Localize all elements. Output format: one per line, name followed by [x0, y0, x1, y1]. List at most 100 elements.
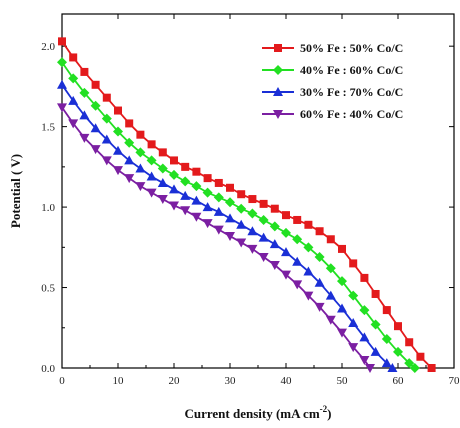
series-line	[61, 106, 371, 369]
data-point	[226, 183, 234, 192]
x-axis-title: Current density (mA cm-2)	[184, 404, 331, 421]
data-point	[325, 290, 336, 300]
data-point	[146, 171, 157, 181]
data-point	[304, 220, 313, 229]
data-point	[180, 176, 191, 187]
data-point	[236, 238, 247, 248]
data-point	[169, 169, 179, 180]
data-point	[68, 119, 79, 129]
data-point	[202, 202, 213, 212]
series-1	[58, 37, 436, 372]
data-point	[202, 219, 213, 229]
data-point	[337, 276, 347, 287]
legend-label: 30% Fe : 70% Co/C	[300, 85, 403, 99]
data-point	[325, 263, 336, 274]
legend-label: 50% Fe : 50% Co/C	[300, 41, 403, 55]
data-point	[180, 206, 191, 216]
data-point	[409, 363, 420, 373]
data-point	[146, 155, 157, 166]
data-point	[191, 181, 202, 192]
data-point	[365, 364, 375, 373]
data-point	[113, 126, 123, 137]
data-point	[124, 174, 135, 184]
data-point	[146, 188, 157, 198]
data-point	[314, 277, 325, 287]
data-point	[124, 137, 135, 148]
data-point	[79, 110, 90, 120]
data-point	[247, 226, 258, 236]
data-point	[371, 289, 380, 298]
data-point	[315, 227, 324, 236]
data-point	[370, 319, 381, 330]
data-point	[101, 156, 112, 166]
data-point	[68, 95, 79, 105]
data-point	[225, 213, 235, 223]
x-tick-label: 20	[169, 375, 181, 387]
data-point	[169, 184, 179, 194]
data-point	[191, 195, 202, 205]
data-point	[314, 251, 325, 262]
data-point	[125, 119, 134, 128]
data-point	[359, 332, 370, 342]
data-point	[281, 247, 291, 257]
data-point	[213, 192, 224, 203]
data-point	[303, 291, 314, 301]
data-point	[213, 225, 224, 235]
data-point	[213, 206, 224, 216]
data-point	[135, 147, 146, 158]
data-point	[292, 234, 303, 245]
data-point	[405, 338, 414, 347]
data-point	[135, 182, 146, 192]
data-point	[157, 177, 168, 187]
x-axis-title-superscript: -2	[320, 404, 328, 414]
x-tick-label: 50	[337, 375, 349, 387]
series-2	[57, 57, 420, 373]
data-point	[79, 133, 90, 143]
data-point	[360, 273, 369, 282]
legend-marker	[273, 65, 283, 75]
data-point	[404, 358, 415, 369]
legend-marker	[274, 44, 282, 52]
x-axis-title-suffix: )	[327, 406, 331, 421]
y-tick-label: 0.5	[41, 283, 55, 295]
data-point	[57, 57, 67, 68]
data-point	[348, 317, 359, 327]
data-point	[191, 212, 202, 222]
data-point	[247, 208, 258, 219]
data-point	[68, 73, 79, 84]
tick-layer: 0 10 20 30 40 50 60 70 0.0 0.5 1.0 1.5 2.0	[41, 14, 460, 387]
data-point	[58, 37, 66, 46]
data-point	[427, 364, 436, 372]
data-point	[248, 195, 257, 204]
data-point	[270, 204, 279, 213]
legend-marker	[273, 87, 283, 96]
data-point	[281, 227, 291, 238]
series-3	[57, 79, 398, 372]
data-point	[416, 352, 425, 361]
y-tick-label: 1.0	[41, 202, 55, 214]
data-point	[202, 187, 213, 198]
series-4	[57, 103, 375, 373]
y-tick-label: 1.5	[41, 122, 55, 134]
data-point	[124, 155, 135, 165]
data-point	[382, 306, 391, 315]
x-tick-label: 30	[225, 375, 237, 387]
data-point	[157, 195, 168, 205]
legend-label: 40% Fe : 60% Co/C	[300, 63, 403, 77]
data-point	[157, 163, 168, 174]
data-point	[269, 239, 280, 249]
data-point	[158, 148, 167, 157]
data-point	[225, 232, 235, 242]
legend: 50% Fe : 50% Co/C 40% Fe : 60% Co/C 30% Fe…	[262, 41, 403, 121]
data-point	[292, 280, 303, 290]
data-point	[348, 343, 359, 353]
data-point	[338, 244, 346, 253]
data-point	[90, 100, 101, 111]
data-point	[293, 215, 302, 224]
data-point	[281, 270, 291, 280]
data-point	[181, 162, 190, 171]
data-point	[192, 167, 201, 176]
x-tick-label: 70	[449, 375, 460, 387]
data-point	[80, 67, 89, 76]
